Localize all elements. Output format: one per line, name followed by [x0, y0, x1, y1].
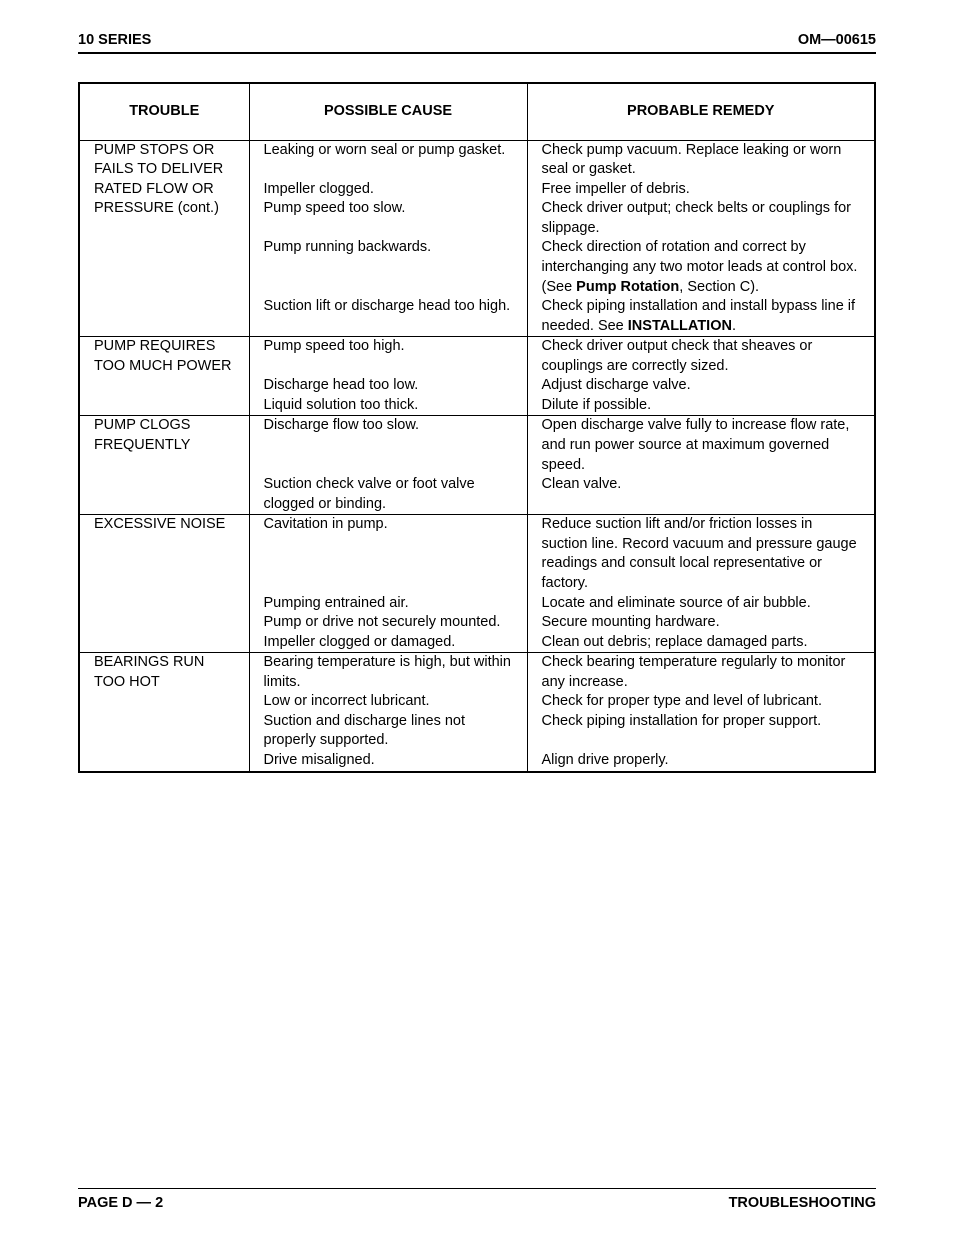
troubleshooting-table: TROUBLE POSSIBLE CAUSE PROBABLE REMEDY P…	[78, 82, 876, 773]
remedy-cell: Reduce suction lift and/or friction loss…	[527, 515, 875, 594]
remedy-cell: Adjust discharge valve.	[527, 376, 875, 396]
cause-cell: Pumping entrained air.	[249, 594, 527, 614]
remedy-cell: Open discharge valve fully to increase f…	[527, 416, 875, 475]
cause-cell: Suction and discharge lines not properly…	[249, 712, 527, 751]
remedy-cell: Check pump vacuum. Replace leaking or wo…	[527, 140, 875, 180]
remedy-cell: Clean valve.	[527, 475, 875, 515]
footer-right: TROUBLESHOOTING	[729, 1195, 876, 1211]
header-left: 10 SERIES	[78, 32, 151, 48]
remedy-cell: Check bearing temperature regularly to m…	[527, 653, 875, 693]
col-header-cause: POSSIBLE CAUSE	[249, 83, 527, 140]
trouble-cell: PUMP STOPS OR FAILS TO DELIVER RATED FLO…	[79, 140, 249, 337]
remedy-cell: Check driver output; check belts or coup…	[527, 199, 875, 238]
col-header-remedy: PROBABLE REMEDY	[527, 83, 875, 140]
cause-cell: Suction lift or discharge head too high.	[249, 297, 527, 337]
trouble-cell: PUMP CLOGS FREQUENTLY	[79, 416, 249, 515]
cause-cell: Pump speed too high.	[249, 337, 527, 377]
table-row: EXCESSIVE NOISECavitation in pump.Reduce…	[79, 515, 875, 594]
cause-cell: Pump or drive not securely mounted.	[249, 613, 527, 633]
trouble-cell: BEARINGS RUN TOO HOT	[79, 653, 249, 772]
cause-cell: Impeller clogged or damaged.	[249, 633, 527, 653]
cause-cell: Bearing temperature is high, but within …	[249, 653, 527, 693]
cause-cell: Impeller clogged.	[249, 180, 527, 200]
table-row: PUMP STOPS OR FAILS TO DELIVER RATED FLO…	[79, 140, 875, 180]
cause-cell: Liquid solution too thick.	[249, 396, 527, 416]
remedy-cell: Dilute if possible.	[527, 396, 875, 416]
cause-cell: Pump running backwards.	[249, 238, 527, 297]
remedy-cell: Align drive properly.	[527, 751, 875, 772]
trouble-cell: EXCESSIVE NOISE	[79, 515, 249, 653]
remedy-cell: Check piping installation for proper sup…	[527, 712, 875, 751]
table-row: PUMP REQUIRES TOO MUCH POWERPump speed t…	[79, 337, 875, 377]
header-right: OM—00615	[798, 32, 876, 48]
cause-cell: Suction check valve or foot valve clogge…	[249, 475, 527, 515]
trouble-cell: PUMP REQUIRES TOO MUCH POWER	[79, 337, 249, 416]
footer-left: PAGE D — 2	[78, 1195, 163, 1211]
col-header-trouble: TROUBLE	[79, 83, 249, 140]
table-header-row: TROUBLE POSSIBLE CAUSE PROBABLE REMEDY	[79, 83, 875, 140]
remedy-cell: Check direction of rotation and correct …	[527, 238, 875, 297]
cause-cell: Cavitation in pump.	[249, 515, 527, 594]
table-row: BEARINGS RUN TOO HOTBearing temperature …	[79, 653, 875, 693]
remedy-cell: Check piping installation and install by…	[527, 297, 875, 337]
cause-cell: Discharge flow too slow.	[249, 416, 527, 475]
cause-cell: Pump speed too slow.	[249, 199, 527, 238]
remedy-cell: Check for proper type and level of lubri…	[527, 692, 875, 712]
cause-cell: Discharge head too low.	[249, 376, 527, 396]
remedy-cell: Clean out debris; replace damaged parts.	[527, 633, 875, 653]
cause-cell: Low or incorrect lubricant.	[249, 692, 527, 712]
page-header: 10 SERIES OM—00615	[78, 32, 876, 54]
page-footer: PAGE D — 2 TROUBLESHOOTING	[78, 1188, 876, 1211]
remedy-cell: Locate and eliminate source of air bubbl…	[527, 594, 875, 614]
remedy-cell: Secure mounting hardware.	[527, 613, 875, 633]
remedy-cell: Check driver output check that sheaves o…	[527, 337, 875, 377]
cause-cell: Drive misaligned.	[249, 751, 527, 772]
remedy-cell: Free impeller of debris.	[527, 180, 875, 200]
cause-cell: Leaking or worn seal or pump gasket.	[249, 140, 527, 180]
table-row: PUMP CLOGS FREQUENTLYDischarge flow too …	[79, 416, 875, 475]
